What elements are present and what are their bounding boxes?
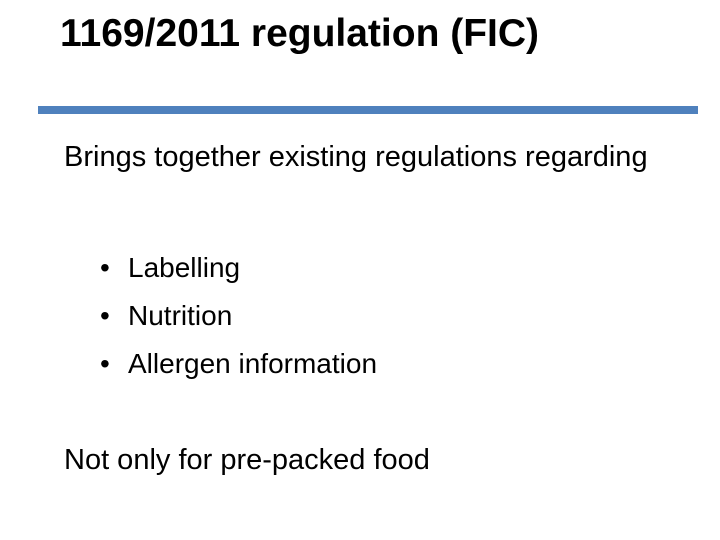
- bullet-icon: •: [100, 292, 128, 340]
- bullet-icon: •: [100, 244, 128, 292]
- list-item: •Nutrition: [100, 292, 377, 340]
- bullet-icon: •: [100, 340, 128, 388]
- slide: 1169/2011 regulation (FIC) Brings togeth…: [0, 0, 720, 540]
- list-item-label: Allergen information: [128, 340, 377, 388]
- intro-text: Brings together existing regulations reg…: [64, 140, 650, 174]
- title-divider: [38, 106, 698, 114]
- list-item-label: Labelling: [128, 244, 240, 292]
- page-title: 1169/2011 regulation (FIC): [60, 14, 680, 55]
- list-item: •Allergen information: [100, 340, 377, 388]
- list-item-label: Nutrition: [128, 292, 232, 340]
- bullet-list: •Labelling•Nutrition•Allergen informatio…: [100, 244, 377, 388]
- closing-text: Not only for pre-packed food: [64, 444, 430, 477]
- list-item: •Labelling: [100, 244, 377, 292]
